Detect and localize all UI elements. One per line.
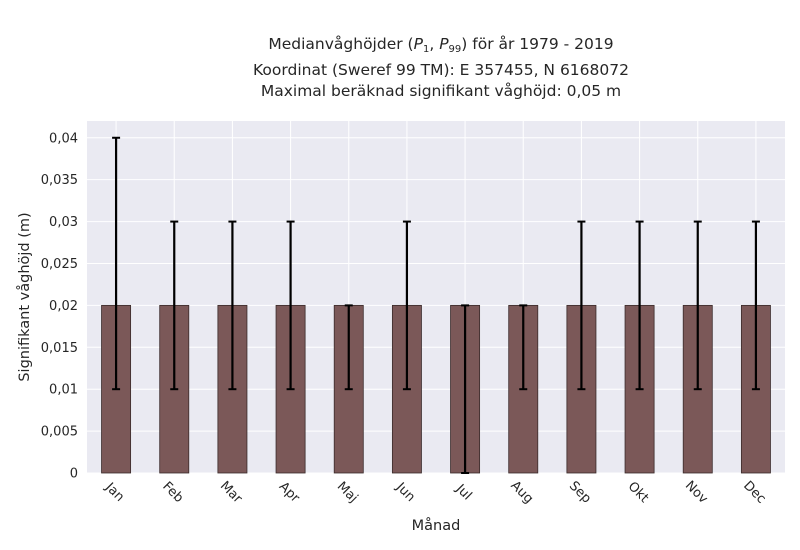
x-tick-label: Okt	[625, 479, 652, 506]
p-symbol: P	[413, 35, 423, 53]
x-axis-ticks: Jan Feb Mar Apr Maj Jun Jul Aug Sep Okt Nov Dec	[101, 478, 768, 507]
y-gridlines	[87, 137, 785, 474]
x-axis-label: Månad	[412, 517, 461, 534]
y-axis-ticks: 0 0,005 0,01 0,015 0,02 0,025 0,03 0,035 0,04	[41, 131, 78, 481]
y-tick-label: 0	[70, 467, 78, 482]
p1-subscript: 1	[422, 44, 430, 55]
y-tick-label: 0,01	[49, 383, 78, 398]
p99-subscript: 99	[448, 44, 462, 55]
chart-title-line-3: Maximal beräknad signifikant våghöjd: 0,…	[260, 82, 622, 100]
y-tick-label: 0,005	[41, 425, 78, 440]
x-tick-label: Aug	[507, 478, 536, 507]
y-tick-label: 0,025	[41, 257, 78, 272]
chart-title-line-2: Koordinat (Sweref 99 TM): E 357455, N 61…	[253, 61, 629, 79]
chart-title: Medianvåghöjder (P1, P99) för år 1979 - …	[0, 34, 800, 102]
y-tick-label: 0,035	[41, 173, 78, 188]
x-tick-label: Mar	[217, 479, 245, 507]
y-tick-label: 0,04	[49, 131, 78, 146]
y-axis-label: Signifikant våghöjd (m)	[16, 212, 33, 381]
error-bars	[112, 136, 760, 474]
x-tick-label: Sep	[566, 479, 594, 507]
chart-title-line-1: Medianvåghöjder (P1, P99) för år 1979 - …	[268, 35, 614, 55]
y-tick-label: 0,015	[41, 341, 78, 356]
y-tick-label: 0,02	[49, 299, 78, 314]
x-tick-label: Maj	[334, 479, 361, 506]
x-tick-label: Feb	[159, 479, 186, 506]
x-tick-label: Dec	[740, 478, 768, 506]
x-tick-label: Jan	[101, 479, 126, 504]
p-symbol: P	[439, 35, 449, 53]
x-tick-label: Apr	[276, 479, 303, 506]
y-tick-label: 0,03	[49, 215, 78, 230]
x-tick-label: Nov	[682, 478, 711, 507]
x-tick-label: Jun	[392, 479, 418, 505]
plot-area	[87, 121, 785, 473]
x-tick-label: Jul	[452, 481, 474, 503]
